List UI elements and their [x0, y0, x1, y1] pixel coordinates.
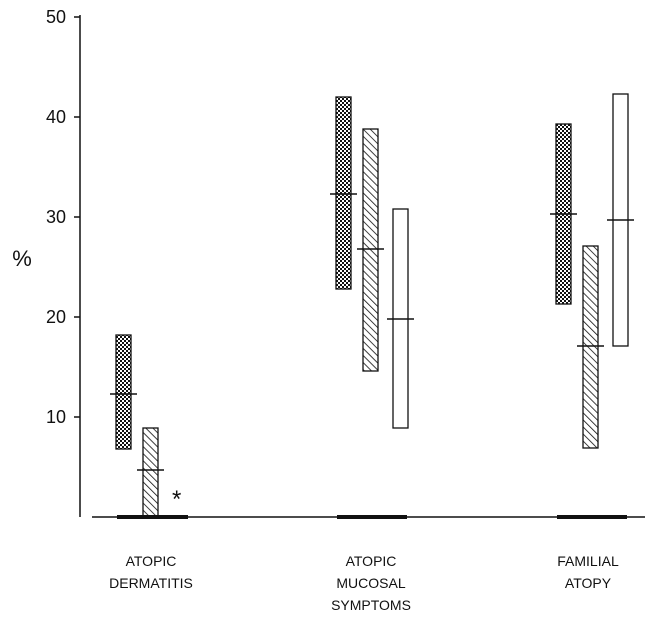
range-bar-dots	[115, 334, 132, 450]
category-label: FAMILIAL	[557, 553, 619, 569]
range-bar-hatch	[362, 128, 379, 372]
y-tick-label: 40	[46, 107, 66, 127]
category-labels: ATOPIC DERMATITIS ATOPIC MUCOSAL SYMPTOMS FAM…	[109, 553, 619, 613]
significance-marker: *	[172, 486, 181, 513]
y-axis: 10 20 30 40 50 %	[12, 7, 81, 517]
category-label: ATOPIC	[346, 553, 397, 569]
y-tick-label: 20	[46, 307, 66, 327]
category-label: DERMATITIS	[109, 575, 193, 591]
category-label: ATOPY	[565, 575, 612, 591]
y-tick-label: 30	[46, 207, 66, 227]
category-label: SYMPTOMS	[331, 597, 411, 613]
y-tick-label: 50	[46, 7, 66, 27]
category-label: ATOPIC	[126, 553, 177, 569]
range-bar-hatch	[582, 245, 599, 449]
range-bar-hatch	[142, 427, 159, 518]
range-bar-dots	[335, 96, 352, 290]
bars	[110, 93, 634, 518]
y-axis-label: %	[12, 246, 32, 271]
category-label: MUCOSAL	[336, 575, 405, 591]
y-tick-label: 10	[46, 407, 66, 427]
